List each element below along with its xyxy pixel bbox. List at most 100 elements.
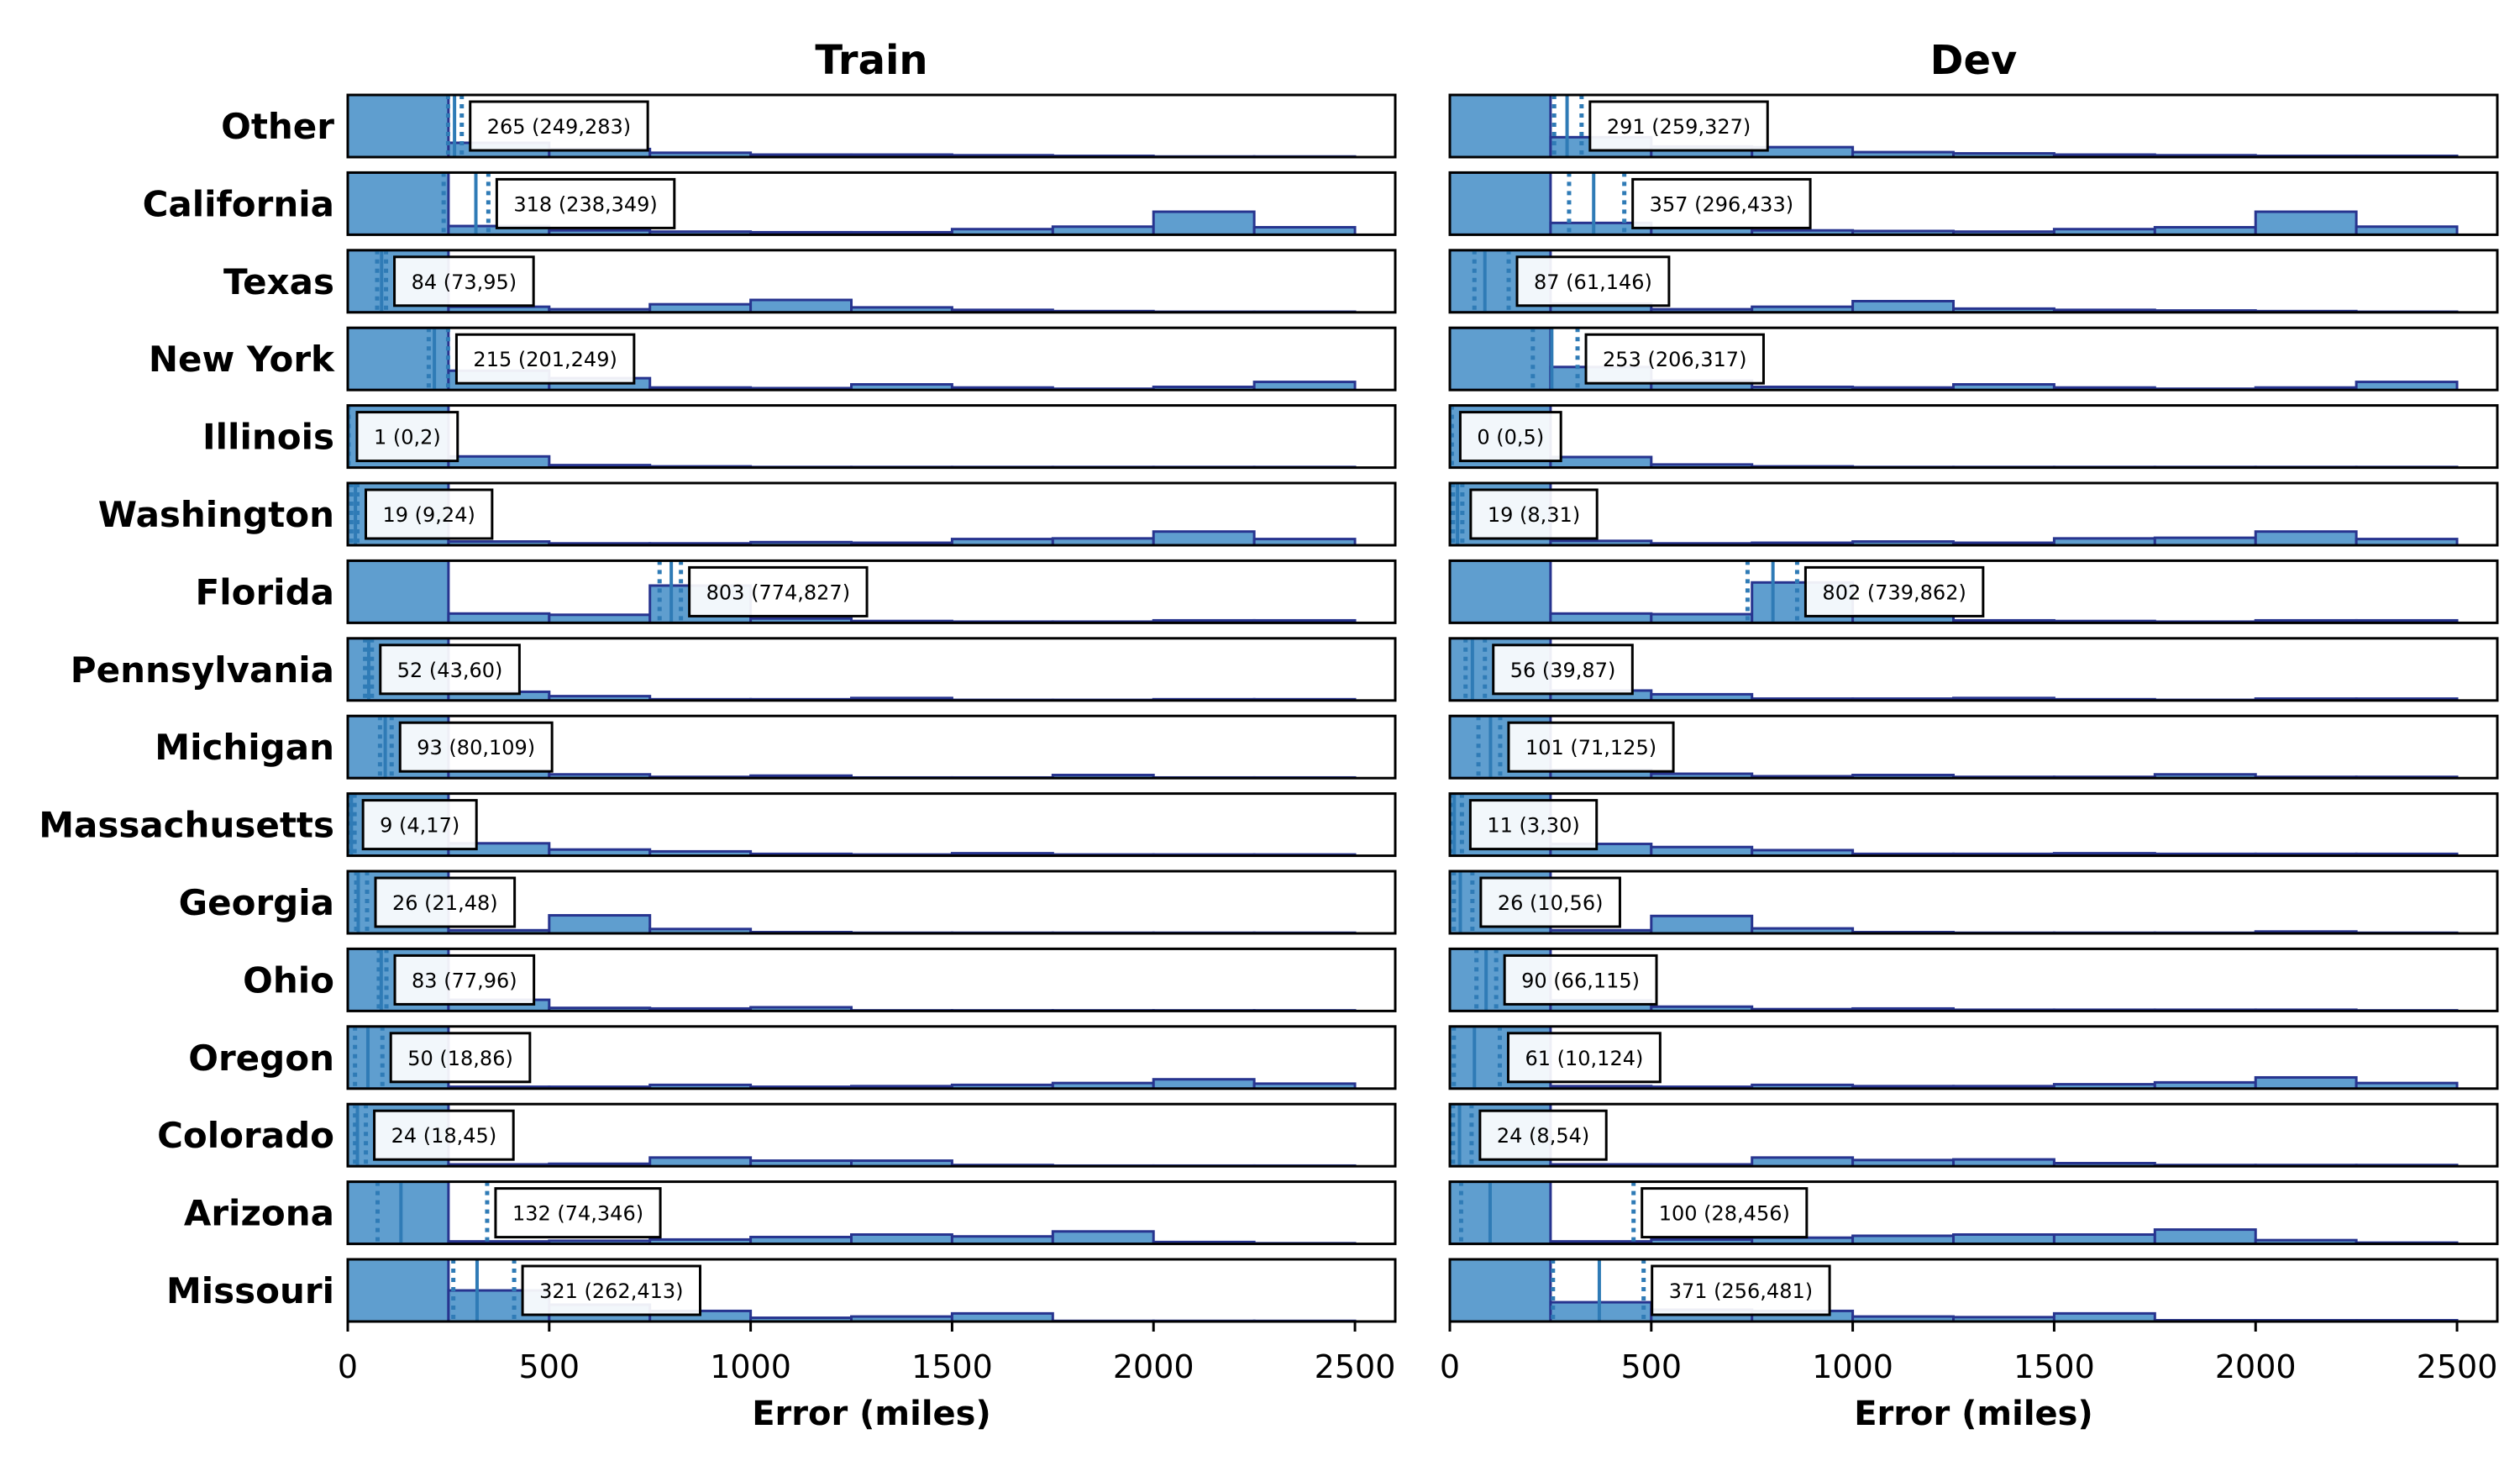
annotation-text: 321 (262,413) (539, 1279, 683, 1303)
histogram-bar (850, 1159, 953, 1167)
row-dev-massachusetts: 11 (3,30) (1448, 792, 2499, 858)
row-frame (346, 792, 1397, 858)
row-frame (346, 249, 1397, 314)
histogram-bar (950, 1311, 1054, 1322)
histogram-bar (1152, 210, 1256, 235)
annotation-box (379, 644, 521, 696)
histogram-bar (2052, 1311, 2156, 1322)
row-frame (1448, 1102, 2499, 1168)
histogram-bar (348, 1259, 450, 1322)
histogram-bar (1450, 1259, 1552, 1322)
annotation-text: 1 (0,2) (374, 426, 441, 449)
histogram-bar (648, 1156, 753, 1167)
median-annotation: 9 (4,17) (361, 799, 478, 851)
row-train-washington: 19 (9,24) (346, 481, 1397, 547)
median-annotation: 802 (739,862) (1803, 565, 1985, 617)
annotation-text: 11 (3,30) (1487, 814, 1579, 838)
row-frame (1448, 637, 2499, 702)
histogram-bar (348, 1181, 450, 1244)
histogram-bar (2153, 1228, 2257, 1244)
histogram-bar (1450, 172, 1552, 235)
row-train-pennsylvania: 52 (43,60) (346, 637, 1397, 702)
row-label-new-york: New York (149, 339, 335, 380)
row-dev-pennsylvania: 56 (39,87) (1448, 637, 2499, 702)
row-train-other: 265 (249,283) (346, 93, 1397, 159)
row-label-pennsylvania: Pennsylvania (71, 649, 334, 691)
annotation-box (393, 954, 536, 1006)
panel-dev: Dev 291 (259,327) 357 (296,433) 87 (61,146)… (1440, 37, 2499, 1433)
annotation-box (1515, 255, 1671, 307)
row-train-arizona: 132 (74,346) (346, 1180, 1397, 1246)
annotation-box (1469, 488, 1599, 540)
x-tick-label: 2500 (2417, 1348, 2498, 1385)
row-train-oregon: 50 (18,86) (346, 1025, 1397, 1090)
annotation-text: 61 (10,124) (1525, 1047, 1643, 1070)
row-dev-other: 291 (259,327) (1448, 93, 2499, 159)
annotation-text: 803 (774,827) (706, 581, 850, 604)
histogram-bar (2355, 225, 2459, 235)
histogram-bar (1952, 1233, 2055, 1244)
histogram-bar (447, 612, 551, 623)
panel-title-train: Train (815, 37, 927, 84)
annotation-text: 19 (8,31) (1488, 503, 1580, 527)
median-annotation: 11 (3,30) (1468, 799, 1599, 851)
median-annotation: 1 (0,2) (355, 411, 459, 463)
annotation-box (355, 411, 459, 463)
histogram-bar (749, 298, 853, 313)
row-frame (1448, 1025, 2499, 1090)
median-annotation: 83 (77,96) (393, 954, 536, 1006)
row-frame (1448, 714, 2499, 780)
annotation-box (1506, 1032, 1662, 1084)
x-axis-label: Error (miles) (752, 1395, 991, 1433)
row-label-colorado: Colorado (157, 1115, 334, 1156)
median-annotation: 52 (43,60) (379, 644, 521, 696)
histogram-bar (1549, 455, 1653, 468)
x-tick-label: 0 (1440, 1348, 1460, 1385)
annotation-box (361, 799, 478, 851)
row-frame (346, 404, 1397, 470)
row-frame (1448, 404, 2499, 470)
row-dev-texas: 87 (61,146) (1448, 249, 2499, 314)
annotation-box (1641, 1187, 1809, 1239)
row-train-texas: 84 (73,95) (346, 249, 1397, 314)
median-annotation: 19 (9,24) (365, 488, 494, 540)
annotation-text: 90 (66,115) (1521, 969, 1640, 992)
annotation-text: 93 (80,109) (417, 736, 535, 759)
row-frame (346, 1180, 1397, 1246)
annotation-text: 101 (71,125) (1525, 736, 1656, 759)
histogram-bar (1650, 914, 1754, 933)
median-annotation: 291 (259,327) (1588, 100, 1769, 152)
annotation-text: 291 (259,327) (1607, 115, 1751, 139)
row-dev-florida: 802 (739,862) (1448, 559, 2499, 624)
annotation-text: 265 (249,283) (487, 115, 631, 139)
annotation-text: 84 (73,95) (412, 271, 517, 294)
median-annotation: 50 (18,86) (389, 1032, 532, 1084)
histogram-bar (348, 172, 450, 235)
row-label-missouri: Missouri (166, 1270, 334, 1311)
row-frame (346, 870, 1397, 935)
histogram-bar (1152, 530, 1256, 545)
median-annotation: 101 (71,125) (1507, 721, 1675, 773)
histogram-bar (1751, 1156, 1855, 1167)
row-frame (1448, 481, 2499, 547)
row-train-missouri: 321 (262,413) (346, 1258, 1397, 1323)
panel-title-dev: Dev (1930, 37, 2018, 84)
annotation-box (1503, 954, 1658, 1006)
annotation-box (1584, 333, 1765, 385)
median-annotation: 61 (10,124) (1506, 1032, 1662, 1084)
annotation-box (1631, 177, 1812, 229)
row-label-illinois: Illinois (202, 417, 334, 458)
annotation-box (374, 876, 517, 928)
row-dev-washington: 19 (8,31) (1448, 481, 2499, 547)
annotation-text: 52 (43,60) (397, 659, 503, 682)
x-tick-label: 1000 (710, 1348, 791, 1385)
histogram-bar (1450, 328, 1552, 391)
row-dev-california: 357 (296,433) (1448, 171, 2499, 236)
row-frame (346, 559, 1397, 624)
annotation-box (393, 255, 535, 307)
annotation-text: 371 (256,481) (1669, 1279, 1813, 1303)
row-label-arizona: Arizona (184, 1193, 334, 1234)
annotation-text: 100 (28,456) (1659, 1202, 1790, 1226)
histogram-bar (1851, 299, 1956, 313)
